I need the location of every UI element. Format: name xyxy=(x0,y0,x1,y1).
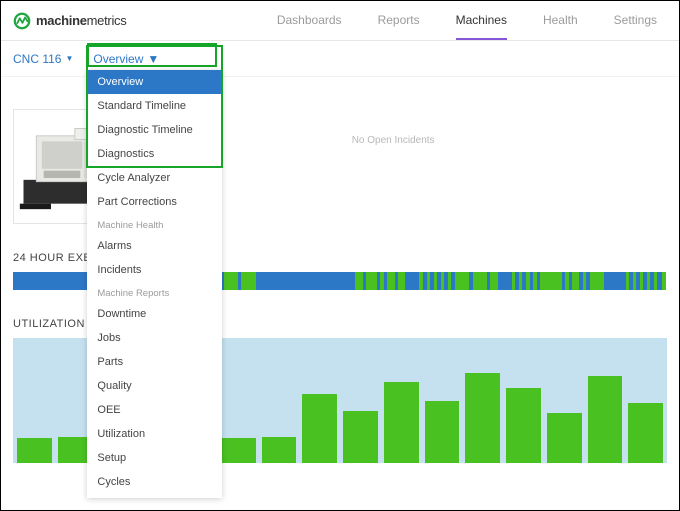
exec-segment xyxy=(224,272,238,290)
util-bar xyxy=(465,373,500,463)
exec-segment xyxy=(241,272,255,290)
dropdown-item-parts[interactable]: Parts xyxy=(87,350,222,374)
caret-down-icon: ▼ xyxy=(147,52,159,66)
dropdown-group: Machine Health xyxy=(87,214,222,234)
util-bar xyxy=(547,413,582,463)
exec-segment xyxy=(405,272,419,290)
dropdown-item-quality[interactable]: Quality xyxy=(87,374,222,398)
dropdown-item-setup[interactable]: Setup xyxy=(87,446,222,470)
util-bar xyxy=(221,438,256,463)
nav-settings[interactable]: Settings xyxy=(614,13,657,40)
exec-segment xyxy=(604,272,625,290)
nav-items: DashboardsReportsMachinesHealthSettings xyxy=(277,13,667,28)
logo-text: machinemetrics xyxy=(36,13,126,28)
dropdown-item-part-corrections[interactable]: Part Corrections xyxy=(87,190,222,214)
exec-segment xyxy=(498,272,512,290)
util-bar xyxy=(425,401,460,464)
nav-machines[interactable]: Machines xyxy=(456,13,507,40)
dropdown-item-alarms[interactable]: Alarms xyxy=(87,234,222,258)
caret-down-icon: ▼ xyxy=(65,54,73,63)
dropdown-item-overview[interactable]: Overview xyxy=(87,70,222,94)
util-bar xyxy=(262,437,297,463)
exec-segment xyxy=(590,272,604,290)
no-incidents-text: No Open Incidents xyxy=(352,135,435,146)
exec-segment xyxy=(387,272,394,290)
dropdown-item-incidents[interactable]: Incidents xyxy=(87,258,222,282)
nav-reports[interactable]: Reports xyxy=(378,13,420,40)
logo[interactable]: machinemetrics xyxy=(13,12,126,30)
exec-segment xyxy=(455,272,469,290)
util-bar xyxy=(302,394,337,463)
exec-segment xyxy=(662,272,666,290)
util-bar xyxy=(384,382,419,463)
util-bar xyxy=(628,403,663,463)
machine-selector[interactable]: CNC 116 ▼ xyxy=(13,52,73,66)
util-bar xyxy=(17,438,52,463)
util-bar xyxy=(343,411,378,464)
exec-segment xyxy=(572,272,579,290)
dropdown-item-standard-timeline[interactable]: Standard Timeline xyxy=(87,94,222,118)
nav-dashboards[interactable]: Dashboards xyxy=(277,13,342,40)
sub-nav: CNC 116 ▼ Overview ▼ OverviewStandard Ti… xyxy=(1,41,679,77)
view-selector-label: Overview xyxy=(93,52,143,66)
exec-segment xyxy=(473,272,487,290)
util-bar xyxy=(588,376,623,464)
nav-health[interactable]: Health xyxy=(543,13,578,40)
dropdown-item-cycle-analyzer[interactable]: Cycle Analyzer xyxy=(87,166,222,190)
dropdown-item-diagnostics[interactable]: Diagnostics xyxy=(87,142,222,166)
exec-segment xyxy=(355,272,362,290)
util-bar xyxy=(506,388,541,463)
exec-segment xyxy=(540,272,561,290)
machine-selector-label: CNC 116 xyxy=(13,52,61,66)
exec-segment xyxy=(490,272,497,290)
dropdown-item-oee[interactable]: OEE xyxy=(87,398,222,422)
dropdown-item-diagnostic-timeline[interactable]: Diagnostic Timeline xyxy=(87,118,222,142)
logo-icon xyxy=(13,12,31,30)
dropdown-item-downtime[interactable]: Downtime xyxy=(87,302,222,326)
view-selector[interactable]: Overview ▼ xyxy=(93,48,159,70)
dropdown-item-utilization[interactable]: Utilization xyxy=(87,422,222,446)
exec-segment xyxy=(256,272,356,290)
exec-segment xyxy=(366,272,377,290)
dropdown-group: Machine Reports xyxy=(87,282,222,302)
view-dropdown: OverviewStandard TimelineDiagnostic Time… xyxy=(87,70,222,498)
exec-segment xyxy=(398,272,405,290)
dropdown-item-jobs[interactable]: Jobs xyxy=(87,326,222,350)
dropdown-item-cycles[interactable]: Cycles xyxy=(87,470,222,494)
top-nav: machinemetrics DashboardsReportsMachines… xyxy=(1,1,679,41)
